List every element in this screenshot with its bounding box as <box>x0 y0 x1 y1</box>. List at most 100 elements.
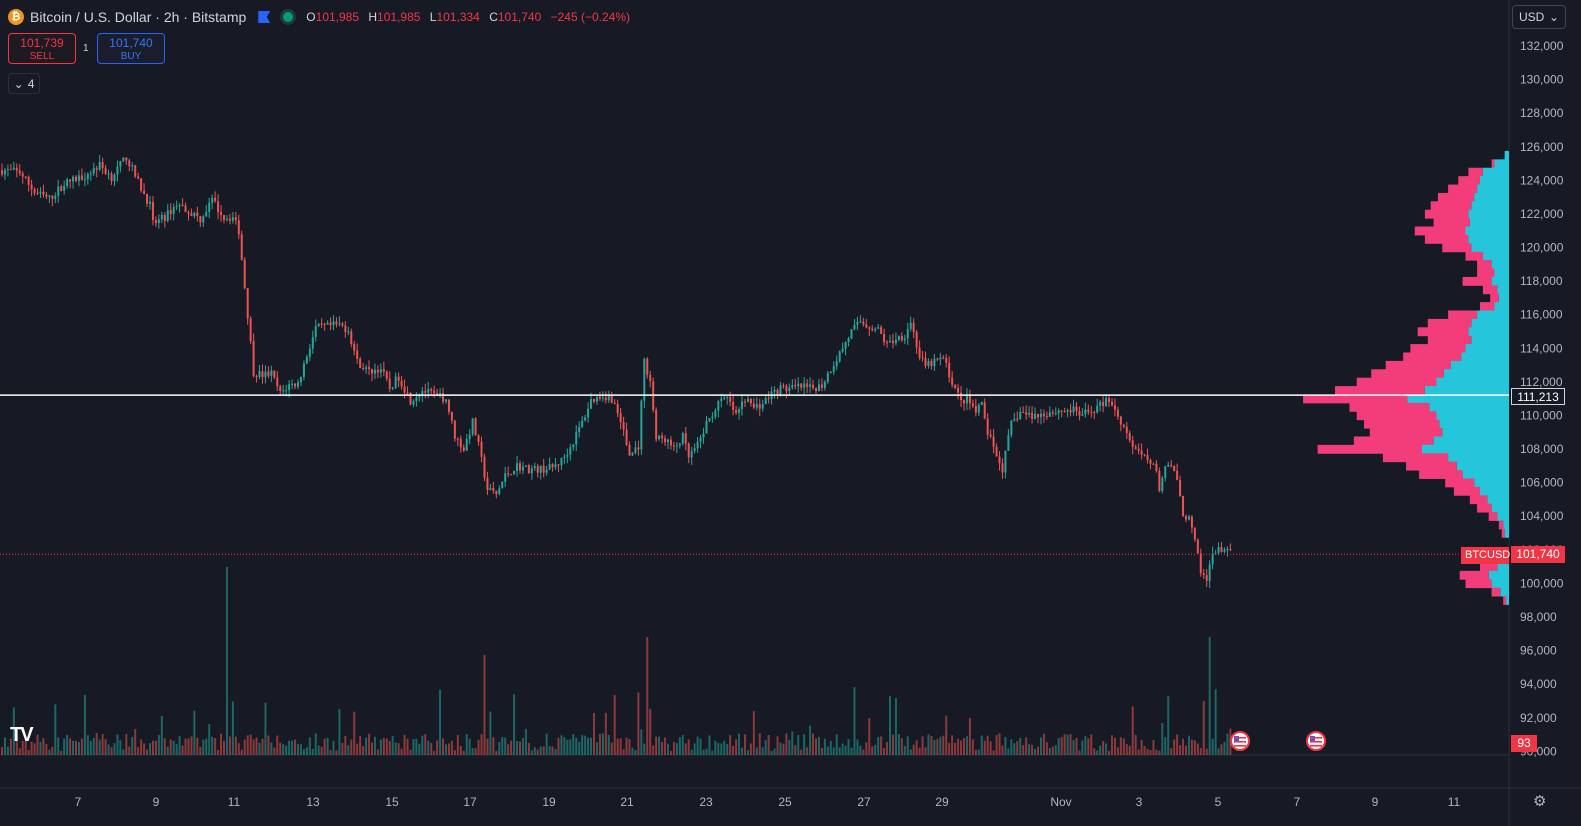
volume-bar <box>726 743 729 755</box>
candle-body <box>1202 573 1205 576</box>
y-tick-label: 110,000 <box>1520 408 1563 422</box>
volume-bar <box>397 743 400 755</box>
volume-profile-down-bar <box>1462 276 1492 286</box>
us-flag-icon <box>1310 737 1322 739</box>
candle-body <box>1223 549 1226 552</box>
candle-body <box>921 357 924 359</box>
candle-body <box>664 438 667 443</box>
candle-body <box>761 404 764 409</box>
sell-button[interactable]: 101,739 SELL <box>8 33 76 64</box>
volume-bar <box>897 734 900 755</box>
volume-bar <box>190 736 193 755</box>
candle-body <box>776 389 779 395</box>
x-tick-label: 11 <box>228 795 241 809</box>
volume-bar <box>1196 743 1199 755</box>
volume-bar <box>794 745 797 755</box>
candle-body <box>498 488 501 495</box>
symbol-title[interactable]: Bitcoin / U.S. Dollar · 2h · Bitstamp <box>30 9 247 25</box>
volume-bar <box>770 750 773 755</box>
volume-profile-down-bar <box>1424 234 1469 244</box>
candle-body <box>297 382 299 387</box>
volume-bar <box>1187 735 1190 755</box>
candle-body <box>933 358 936 367</box>
candle-body <box>616 404 619 414</box>
volume-profile-up-bar <box>1503 520 1509 530</box>
candle-body <box>998 456 1001 464</box>
candle-body <box>409 392 412 405</box>
candle-body <box>1149 459 1152 464</box>
volume-bar <box>1161 723 1164 755</box>
volume-bar <box>980 735 983 755</box>
tradingview-logo[interactable]: TV <box>10 724 34 746</box>
volume-bar <box>1176 734 1179 755</box>
spread-value: 1 <box>83 43 89 54</box>
candle-body <box>371 369 373 374</box>
candle-body <box>1146 454 1149 460</box>
volume-bar <box>1099 745 1102 755</box>
volume-profile-up-bar <box>1491 260 1509 270</box>
candle-body <box>524 465 527 467</box>
volume-bar <box>1185 745 1187 755</box>
candle-body <box>708 418 711 422</box>
volume-bar <box>83 694 86 755</box>
x-tick-label: 9 <box>1372 795 1379 809</box>
currency-select[interactable]: USD ⌄ <box>1512 5 1566 29</box>
volume-bar <box>1202 700 1205 755</box>
candle-body <box>442 393 445 402</box>
volume-bar <box>311 748 314 755</box>
candle-body <box>675 445 678 447</box>
candle-body <box>936 358 939 360</box>
volume-bar <box>1007 748 1010 755</box>
candle-body <box>450 411 453 421</box>
indicators-toggle-button[interactable]: ⌄ 4 <box>8 73 40 94</box>
candle-body <box>1137 448 1140 451</box>
volume-bar <box>927 734 930 755</box>
candle-body <box>60 186 63 191</box>
candle-body <box>732 401 735 410</box>
candle-body <box>388 378 391 389</box>
volume-bar <box>613 695 616 755</box>
candle-body <box>862 321 865 325</box>
symbol-price-label: BTCUSD <box>1461 547 1510 564</box>
candle-body <box>690 451 693 458</box>
volume-bar <box>551 746 554 755</box>
candle-body <box>841 348 844 352</box>
candle-body <box>1022 411 1025 413</box>
flag-icon[interactable] <box>258 11 271 23</box>
volume-bar <box>741 747 743 755</box>
candle-body <box>1069 410 1072 413</box>
volume-bar <box>963 738 965 755</box>
volume-profile-up-bar <box>1491 579 1509 589</box>
volume-bar <box>178 736 181 755</box>
volume-bar <box>350 739 353 755</box>
candle-body <box>868 327 871 329</box>
buy-button[interactable]: 101,740 BUY <box>97 33 165 64</box>
gear-icon[interactable]: ⚙ <box>1533 793 1547 810</box>
candle-body <box>1199 553 1202 574</box>
volume-bar <box>1087 738 1090 755</box>
volume-bar <box>856 739 859 755</box>
y-tick-label: 116,000 <box>1520 308 1563 322</box>
volume-bar <box>1105 743 1108 755</box>
volume-bar <box>314 733 317 755</box>
volume-bar <box>1090 734 1093 755</box>
candle-body <box>228 218 231 221</box>
market-status-icon[interactable] <box>280 9 297 25</box>
volume-bar <box>566 739 569 755</box>
candle-body <box>1051 412 1054 414</box>
volume-bar <box>1131 706 1134 755</box>
sell-price: 101,739 <box>20 36 64 50</box>
horizontal-line-price-label[interactable]: 111,213 <box>1511 388 1565 405</box>
volume-bar <box>800 749 803 755</box>
volume-bar <box>447 743 450 755</box>
volume-bar <box>702 749 705 755</box>
candle-body <box>69 179 72 182</box>
candle-body <box>672 445 675 447</box>
volume-bar <box>886 742 889 755</box>
volume-bar <box>276 735 279 755</box>
volume-bar <box>1 747 3 755</box>
volume-bar <box>320 746 323 755</box>
volume-bar <box>365 737 368 755</box>
candle-body <box>1134 446 1137 449</box>
